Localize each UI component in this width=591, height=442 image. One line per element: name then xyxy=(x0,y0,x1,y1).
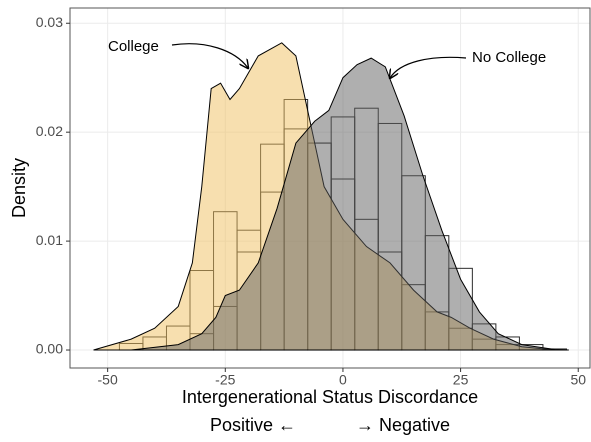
y-axis-title: Density xyxy=(9,158,29,218)
annotation-arrow xyxy=(390,56,467,78)
y-tick-label: 0.01 xyxy=(36,232,63,248)
density-area xyxy=(131,57,569,351)
x-sublabel: → Negative xyxy=(356,415,450,435)
x-tick-label: -50 xyxy=(98,372,118,388)
x-axis-title: Intergenerational Status Discordance xyxy=(182,387,478,407)
y-tick-label: 0.03 xyxy=(36,14,63,30)
y-tick-label: 0.02 xyxy=(36,123,63,139)
x-tick-label: -25 xyxy=(215,372,235,388)
panel-border xyxy=(69,7,591,369)
x-tick-label: 25 xyxy=(453,372,469,388)
annotation-arrow xyxy=(171,43,248,68)
annotation: College xyxy=(108,38,159,55)
x-sublabel: Positive ← xyxy=(210,415,296,435)
x-tick-label: 0 xyxy=(339,372,347,388)
y-tick-label: 0.00 xyxy=(36,341,63,357)
plot xyxy=(93,42,569,351)
x-tick-label: 50 xyxy=(570,372,586,388)
annotation: No College xyxy=(472,49,546,66)
